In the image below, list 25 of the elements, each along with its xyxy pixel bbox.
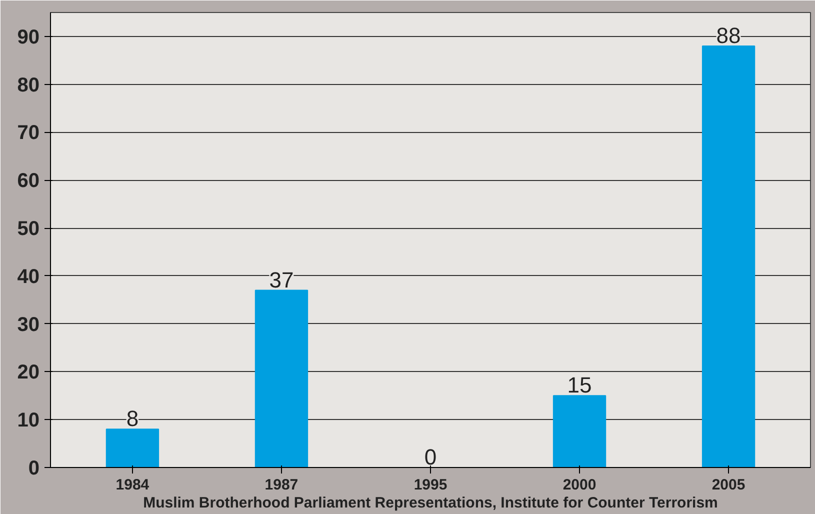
data-label: 8: [126, 406, 139, 432]
x-tick-label: 2000: [562, 476, 596, 494]
y-tick-label: 40: [17, 266, 40, 288]
bar: [254, 290, 308, 468]
bar: [702, 46, 756, 468]
data-label: 0: [424, 444, 437, 470]
data-label: 15: [567, 372, 592, 398]
y-tick-label: 90: [17, 26, 40, 48]
y-tick-label: 30: [17, 314, 40, 336]
y-tick-label: 70: [17, 122, 40, 144]
y-tick-label: 50: [17, 218, 40, 240]
y-tick-label: 0: [28, 458, 40, 480]
x-tick-label: 1984: [116, 476, 150, 494]
x-tick-label: 2005: [712, 476, 746, 494]
y-tick-label: 60: [17, 170, 40, 192]
y-tick-label: 80: [17, 74, 40, 96]
bar: [552, 395, 606, 468]
data-label: 37: [269, 267, 294, 292]
data-label: 88: [716, 23, 741, 48]
x-axis-title: Muslim Brotherhood Parliament Representations, Institute for Counter Terrorism: [143, 494, 718, 512]
x-tick-label: 1987: [264, 476, 298, 494]
bar: [106, 428, 160, 468]
x-tick-label: 1995: [414, 476, 448, 494]
y-tick-label: 10: [17, 410, 40, 432]
y-tick-label: 20: [17, 362, 40, 384]
